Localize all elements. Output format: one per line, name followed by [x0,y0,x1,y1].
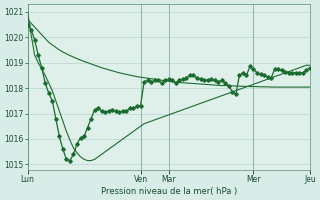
X-axis label: Pression niveau de la mer( hPa ): Pression niveau de la mer( hPa ) [101,187,237,196]
